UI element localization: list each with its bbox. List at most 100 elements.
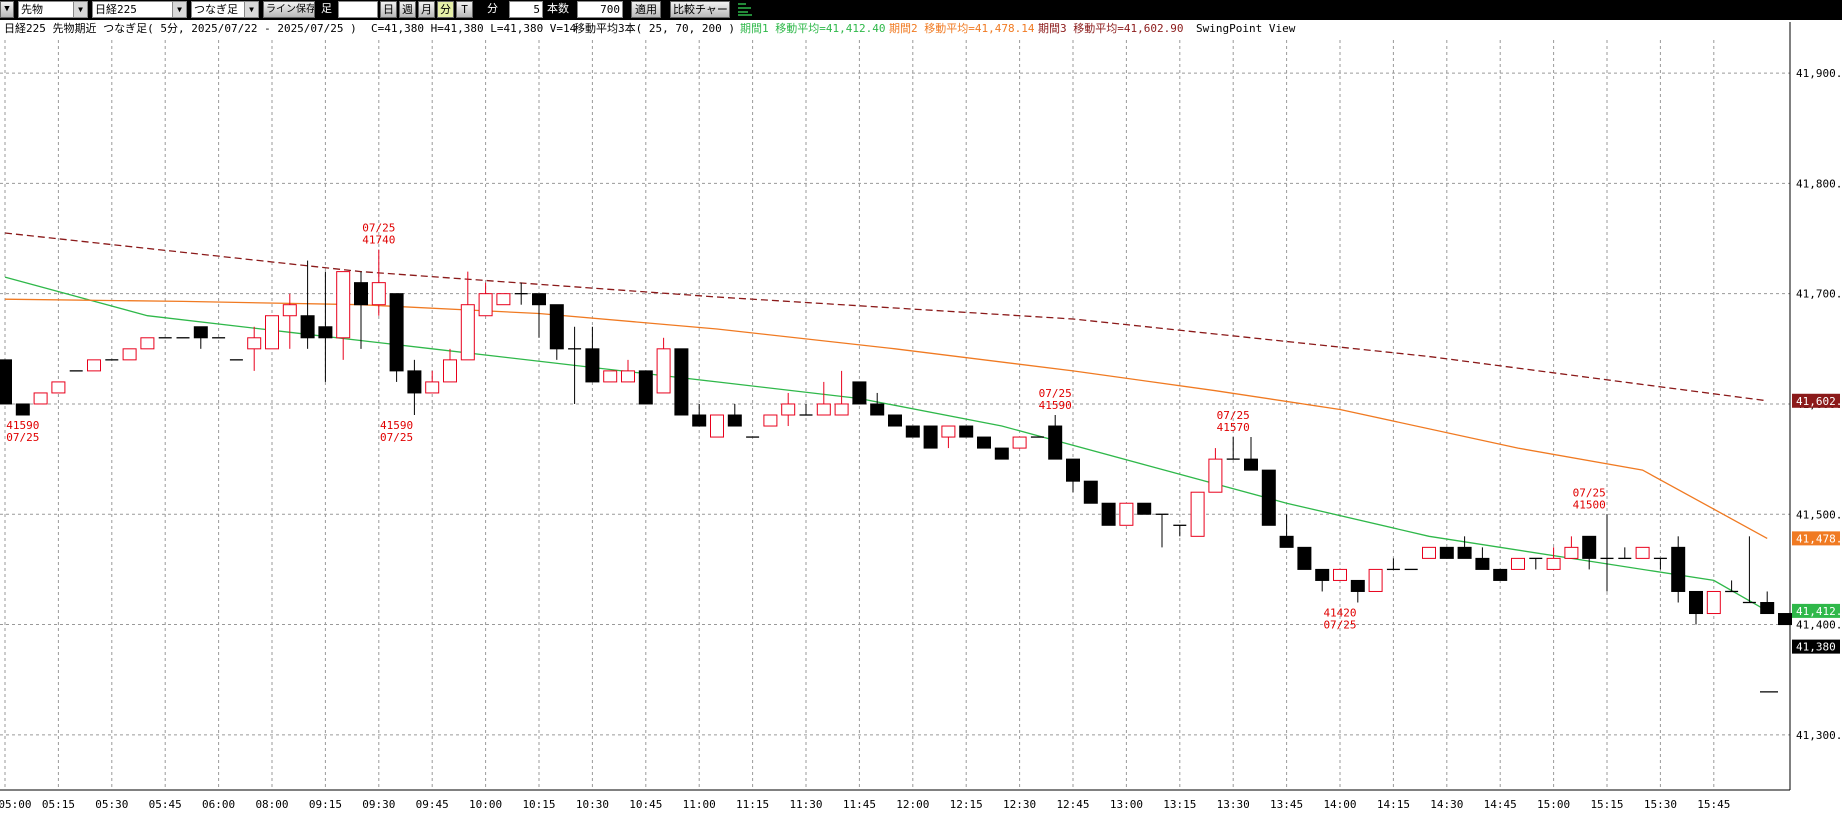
candle: [656, 337, 671, 394]
x-tick-label: 11:45: [843, 798, 876, 811]
price-badge-bg: [1792, 603, 1840, 618]
candle: [549, 304, 564, 360]
candle: [1350, 579, 1365, 603]
ashi-label: 足: [321, 2, 332, 15]
candle: [994, 447, 1009, 460]
candle: [870, 392, 885, 416]
apply-button[interactable]: 適用: [631, 1, 661, 18]
candle: [336, 271, 351, 360]
candle: [763, 414, 778, 427]
price-badge-label: 41,602.: [1796, 395, 1842, 408]
candle-body: [1279, 535, 1294, 548]
candle: [1671, 536, 1686, 603]
x-tick-label: 13:30: [1217, 798, 1250, 811]
candle: [1689, 590, 1703, 625]
y-tick-label: 41,700.: [1796, 288, 1842, 301]
candle: [460, 271, 475, 361]
candle: [443, 348, 457, 383]
candle-body: [1511, 557, 1525, 570]
candle: [318, 271, 333, 382]
candle-body: [1315, 568, 1330, 581]
candle-body: [816, 403, 831, 416]
swing-price-label: 41590: [1039, 399, 1072, 412]
x-tick-label: 15:45: [1697, 798, 1730, 811]
candle-body: [1119, 502, 1134, 526]
candle-body: [905, 425, 920, 438]
candle-body: [727, 414, 742, 427]
period-day-button[interactable]: 日: [380, 1, 397, 18]
candle: [1706, 590, 1721, 615]
candle-body: [265, 315, 279, 350]
candle: [193, 326, 208, 349]
price-badge-bg: [1792, 639, 1840, 654]
candle: [247, 326, 262, 371]
swing-price-label: 41590: [6, 419, 39, 432]
candle: [1137, 502, 1152, 515]
candle-body: [15, 403, 30, 416]
candle-body: [1244, 458, 1258, 471]
candle: [1600, 514, 1614, 592]
candle-body: [692, 414, 707, 427]
x-tick-label: 10:30: [576, 798, 609, 811]
x-tick-label: 09:15: [309, 798, 342, 811]
menu-dropdown-button[interactable]: ▼: [0, 1, 14, 18]
bars-input[interactable]: 700: [577, 1, 623, 18]
bars-label: 本数: [547, 2, 569, 15]
swing-price-label: 41420: [1323, 607, 1356, 620]
category-select[interactable]: 先物 ▼: [18, 1, 88, 18]
candle-body: [549, 304, 564, 350]
menu-lines-icon[interactable]: [736, 1, 754, 18]
candle: [1244, 437, 1258, 471]
candle: [1226, 437, 1240, 460]
candle-body: [51, 381, 66, 394]
period-minute-button[interactable]: 分: [437, 1, 454, 18]
candle: [923, 425, 938, 449]
candle-body: [140, 337, 155, 350]
candle: [1653, 557, 1667, 570]
chart-type-select[interactable]: つなぎ足 ▼: [191, 1, 259, 18]
candle: [977, 436, 991, 449]
candle: [603, 370, 618, 383]
candle: [1119, 502, 1134, 526]
candle-body: [425, 381, 440, 394]
candle-body: [888, 414, 902, 427]
y-tick-label: 41,900.: [1796, 67, 1842, 80]
candle: [1173, 524, 1187, 537]
x-tick-label: 12:15: [950, 798, 983, 811]
candle: [33, 392, 48, 405]
candle-body: [1190, 491, 1205, 537]
candle: [1279, 514, 1294, 548]
y-tick-label: 41,300.: [1796, 729, 1842, 742]
price-badge-bg: [1792, 531, 1840, 546]
x-tick-label: 25 05:00: [0, 798, 31, 811]
compare-chart-button[interactable]: 比較チャート: [670, 1, 730, 18]
x-tick-label: 10:45: [629, 798, 662, 811]
symbol-select[interactable]: 日経225 ▼: [92, 1, 187, 18]
price-badge-label: 41,478.: [1796, 532, 1842, 545]
minute-input[interactable]: 5: [509, 1, 543, 18]
y-tick-label: 41,500.: [1796, 508, 1842, 521]
x-tick-label: 10:15: [522, 798, 555, 811]
candle: [638, 370, 653, 405]
candle: [585, 326, 600, 383]
chart-info-bar: 日経225 先物期近 つなぎ足( 5分, 2025/07/22 - 2025/0…: [0, 21, 1842, 37]
x-tick-label: 09:45: [416, 798, 449, 811]
x-tick-label: 11:30: [789, 798, 822, 811]
candle: [122, 348, 137, 361]
candle-body: [638, 370, 653, 405]
ashi-input[interactable]: [338, 1, 378, 18]
ma2-line: [4, 298, 1768, 539]
price-badge: 41,478.: [1792, 531, 1842, 546]
candle: [568, 326, 582, 404]
period-week-button[interactable]: 週: [399, 1, 416, 18]
period-month-button[interactable]: 月: [418, 1, 435, 18]
candle-body: [1012, 436, 1027, 449]
line-save-button[interactable]: ライン保存: [263, 1, 315, 18]
swing-date-label: 07/25: [1039, 387, 1072, 400]
candle: [1422, 546, 1436, 559]
period-tick-button[interactable]: T: [456, 1, 473, 18]
candle-body: [443, 359, 457, 383]
candle-body: [603, 370, 618, 383]
candle-body: [834, 403, 849, 416]
